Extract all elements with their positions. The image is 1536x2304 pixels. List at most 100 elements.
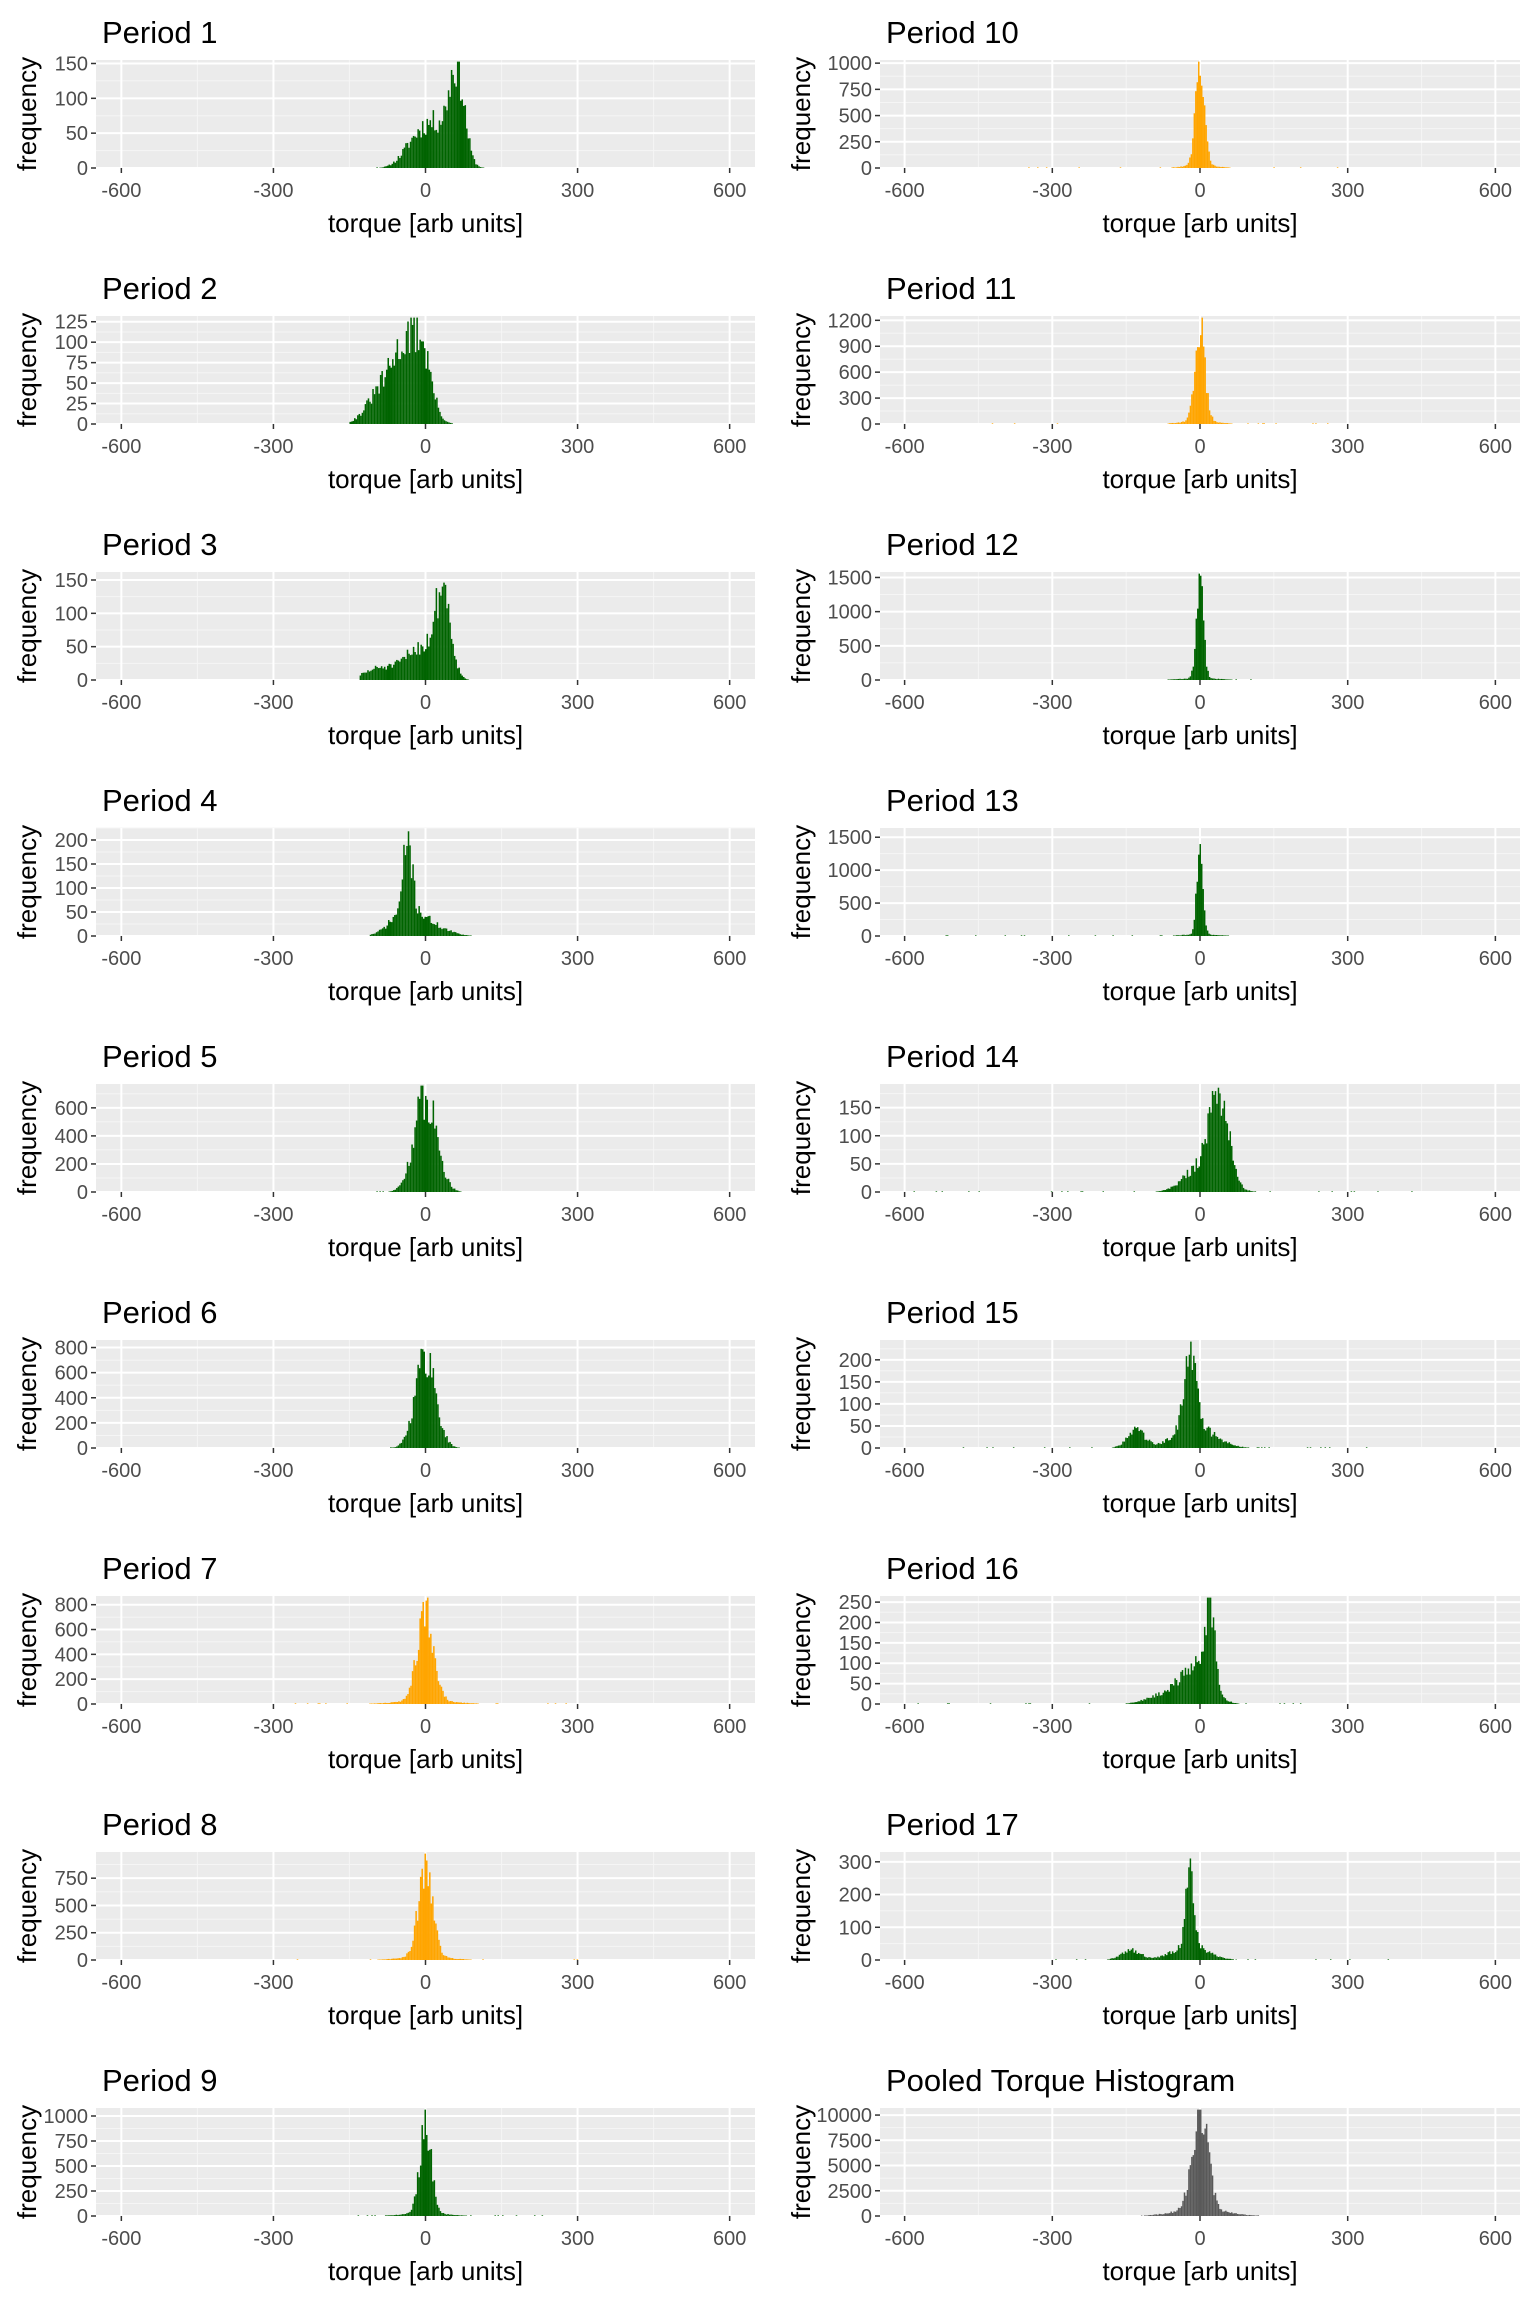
chart-2-bar <box>1159 167 1162 168</box>
chart-4-bar <box>1182 421 1184 424</box>
chart-3-bar <box>401 351 403 424</box>
chart-17-bar <box>416 2172 419 2216</box>
chart-11-ytick-label: 200 <box>55 1413 88 1435</box>
chart-18-bar <box>1219 2208 1221 2216</box>
chart-5-bar <box>405 659 407 680</box>
chart-12-bar <box>1187 1366 1189 1448</box>
chart-16-bar <box>1202 1948 1205 1960</box>
chart-8-ytick-label: 1000 <box>828 860 873 882</box>
chart-10-xtick-label: 600 <box>1479 1204 1512 1226</box>
chart-8-xtick-label: 300 <box>1331 948 1364 970</box>
chart-5-bar <box>440 595 442 680</box>
chart-5-bar <box>455 659 457 680</box>
chart-6-bar <box>1207 670 1209 680</box>
chart-6-bar <box>1250 679 1252 680</box>
chart-5-bar <box>453 655 456 680</box>
chart-14-bar <box>1223 1697 1225 1704</box>
chart-8-bar <box>1177 935 1179 936</box>
chart-16-bar <box>1055 1959 1057 1960</box>
chart-3-bar <box>398 359 400 424</box>
chart-12-bar <box>1176 1429 1179 1448</box>
chart-16-bar <box>1225 1958 1227 1960</box>
chart-9-bar <box>397 1186 400 1192</box>
chart-11-bar <box>453 1446 456 1448</box>
chart-2-bar <box>1203 105 1206 168</box>
chart-14-bar <box>1150 1697 1153 1704</box>
chart-13-bar <box>440 1686 443 1704</box>
chart-5-xtick-label: -600 <box>101 692 141 714</box>
chart-11-bar <box>435 1393 438 1448</box>
chart-1-bar <box>466 128 468 168</box>
chart-12-bar <box>1141 1430 1143 1448</box>
chart-10-bar <box>1161 1190 1164 1192</box>
chart-7-bar <box>372 933 375 936</box>
chart-12-bar <box>1231 1444 1233 1448</box>
chart-17-bar <box>415 2194 417 2216</box>
chart-17-bar <box>494 2215 496 2216</box>
chart-4-bar <box>1263 423 1265 424</box>
chart-10-bar <box>1160 1191 1162 1192</box>
chart-8-bar <box>1212 934 1215 936</box>
chart-15-bar <box>448 1957 451 1960</box>
chart-6-bar <box>1201 586 1203 680</box>
chart-2-ytick-label: 500 <box>839 106 872 128</box>
chart-3-bar <box>364 404 367 424</box>
chart-14-bar <box>1203 1626 1206 1704</box>
chart-15-bar <box>400 1958 402 1960</box>
chart-13-bar <box>422 1601 424 1704</box>
chart-6-bar <box>1205 666 1208 680</box>
chart-7-xtick-label: 600 <box>713 948 746 970</box>
chart-1-bar <box>412 135 415 168</box>
chart-2-bar <box>1037 167 1039 168</box>
chart-16-bar <box>1117 1956 1119 1960</box>
chart-17-bar <box>430 2149 433 2216</box>
chart-1-ytick-label: 100 <box>55 88 88 110</box>
chart-1-bar <box>475 164 477 168</box>
chart-10-bar <box>1182 1175 1184 1192</box>
chart-10-bar <box>1167 1188 1169 1192</box>
chart-13-bar <box>378 1703 380 1704</box>
chart-5-bars <box>359 582 470 680</box>
chart-12-bar <box>1227 1443 1229 1448</box>
chart-16-bar <box>1213 1954 1215 1960</box>
chart-15-bar <box>430 1903 433 1960</box>
chart-15-bar <box>429 1872 431 1960</box>
chart-17-bar <box>392 2215 395 2216</box>
chart-12-bar <box>1221 1439 1223 1448</box>
chart-13-ylabel: frequency <box>12 1593 42 1707</box>
chart-3-xtick-label: 300 <box>561 436 594 458</box>
chart-17-bar <box>404 2213 407 2216</box>
chart-5-bar <box>388 663 391 680</box>
chart-14-bar <box>1149 1697 1151 1704</box>
chart-13-bar <box>446 1699 449 1704</box>
chart-2-bars <box>1028 61 1339 169</box>
chart-7-bar <box>419 912 422 936</box>
chart-3-bar <box>430 371 432 424</box>
chart-4-bar <box>1174 423 1177 424</box>
chart-14-bar <box>1153 1697 1156 1704</box>
chart-14-bar <box>1137 1701 1139 1704</box>
chart-16-bar <box>1163 1956 1165 1960</box>
chart-15-bar <box>397 1958 399 1960</box>
chart-17-bar <box>406 2213 408 2216</box>
chart-10-bar <box>1244 1189 1246 1192</box>
chart-16-bar <box>1145 1957 1147 1960</box>
chart-8-xtick-label: 600 <box>1479 948 1512 970</box>
chart-11-bar <box>421 1349 424 1448</box>
chart-17-bar <box>502 2215 504 2216</box>
chart-16-bar <box>1112 1958 1115 1960</box>
chart-13-bar <box>376 1703 379 1704</box>
chart-13-bar <box>404 1698 406 1704</box>
chart-6-xtick-label: -600 <box>885 692 925 714</box>
chart-15-bar <box>391 1958 393 1960</box>
chart-14-bar <box>1183 1675 1185 1704</box>
chart-2-bar <box>1211 164 1213 168</box>
chart-14-bar <box>1186 1674 1188 1704</box>
chart-17-bar <box>386 2215 388 2216</box>
chart-1-bar <box>420 137 422 168</box>
chart-14-bar <box>1218 1684 1221 1704</box>
chart-4-bar <box>1211 416 1214 424</box>
chart-5-bar <box>376 666 378 680</box>
chart-17-bar <box>444 2213 446 2216</box>
